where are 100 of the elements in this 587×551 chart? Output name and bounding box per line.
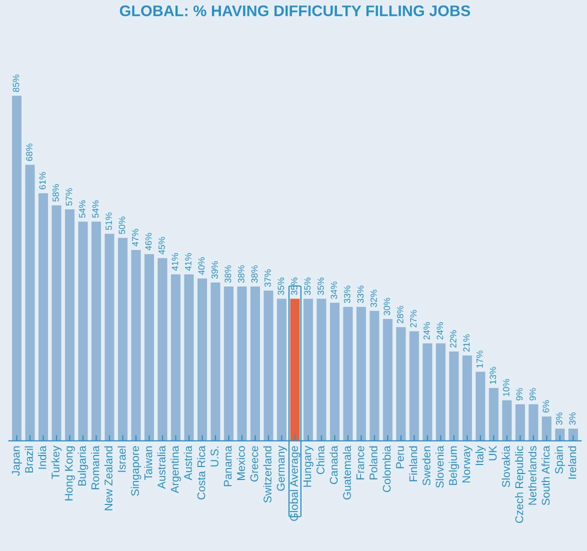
bar	[396, 327, 406, 441]
x-tick-label: Czech Republic	[515, 446, 526, 523]
data-label: 47%	[132, 228, 138, 246]
data-label: 30%	[384, 298, 390, 316]
x-tick-label: Canada	[330, 446, 338, 484]
bar	[237, 286, 247, 441]
data-label: 61%	[39, 172, 46, 190]
data-label: 51%	[106, 212, 112, 230]
data-label: 24%	[436, 322, 444, 340]
x-tick-label: Mexico	[236, 446, 245, 480]
bar	[52, 205, 62, 441]
x-tick-label: Brazil	[24, 446, 33, 473]
data-label: 40%	[198, 257, 205, 275]
bar	[104, 234, 114, 441]
bar	[12, 96, 22, 441]
x-tick-label: New Zealand	[104, 446, 112, 510]
bar	[25, 164, 35, 441]
x-tick-label: Hong Kong	[64, 446, 75, 500]
x-tick-label: Italy	[475, 446, 486, 466]
x-tick-label: France	[356, 446, 364, 480]
x-tick-label: Argentina	[170, 446, 181, 494]
data-label: 24%	[423, 322, 430, 340]
data-label: 9%	[516, 388, 523, 400]
bar	[449, 352, 459, 441]
bar	[409, 331, 419, 441]
x-tick-label: South Africa	[542, 446, 550, 506]
data-label: 45%	[158, 236, 165, 254]
data-label: 9%	[529, 388, 536, 400]
bar	[276, 298, 286, 441]
bar	[210, 282, 220, 441]
chart-title: GLOBAL: % HAVING DIFFICULTY FILLING JOBS	[120, 5, 470, 16]
bar	[528, 404, 538, 441]
data-label: 6%	[542, 400, 550, 413]
data-label: 38%	[251, 265, 258, 283]
data-label: 27%	[410, 310, 417, 328]
bar	[476, 372, 486, 441]
bar	[131, 250, 141, 441]
x-tick-label: Colombia	[382, 446, 391, 492]
x-tick-label: India	[38, 446, 46, 469]
x-tick-label: Switzerland	[263, 446, 272, 503]
data-label: 38%	[238, 265, 244, 283]
x-tick-label: Germany	[276, 446, 287, 491]
data-label: 21%	[463, 334, 470, 352]
bar	[144, 254, 154, 441]
x-tick-label: Hungary	[303, 446, 314, 487]
bar	[422, 343, 432, 441]
data-label: 54%	[92, 200, 99, 218]
data-label: 50%	[118, 216, 126, 234]
bar	[502, 400, 512, 441]
data-label: 41%	[185, 253, 192, 271]
x-tick-label: Panama	[224, 446, 232, 486]
bar	[382, 319, 392, 441]
bar	[64, 209, 75, 441]
x-tick-label: Finland	[409, 446, 418, 482]
data-label: 17%	[476, 350, 483, 368]
x-tick-label: Romania	[91, 446, 100, 490]
data-label: 32%	[370, 290, 377, 308]
bar	[303, 298, 313, 441]
data-label: 68%	[26, 144, 32, 161]
data-label: 28%	[396, 306, 404, 324]
data-label: 58%	[52, 184, 59, 202]
data-label: 41%	[172, 253, 178, 271]
bar	[568, 428, 578, 441]
data-label: 34%	[330, 282, 338, 299]
x-tick-label: Australia	[157, 446, 166, 489]
data-label: 33%	[357, 286, 364, 304]
data-label: 57%	[66, 188, 72, 206]
data-label: 35%	[304, 278, 311, 295]
data-label: 3%	[569, 412, 576, 425]
data-label: 33%	[344, 286, 350, 304]
bar	[184, 274, 194, 441]
bar	[170, 274, 180, 441]
data-label: 10%	[502, 379, 510, 396]
x-tick-label: Global Average	[290, 446, 300, 521]
x-tick-label: Slovakia	[502, 446, 510, 488]
bar	[370, 310, 380, 441]
bar	[555, 428, 565, 441]
x-tick-label: Austria	[184, 446, 192, 480]
x-tick-label: Spain	[554, 446, 566, 474]
bar	[542, 416, 552, 441]
bar	[488, 388, 498, 441]
x-tick-label: Singapore	[130, 446, 142, 496]
bar	[515, 404, 525, 441]
x-tick-label: Poland	[369, 446, 378, 480]
bar	[224, 286, 234, 441]
bar	[290, 298, 300, 441]
x-tick-label: Guatemala	[342, 446, 351, 500]
x-tick-label: Turkey	[51, 446, 62, 479]
x-tick-label: Japan	[12, 446, 22, 476]
x-tick-label: Slovenia	[436, 446, 444, 488]
bar	[264, 290, 274, 441]
x-tick-label: Norway	[462, 446, 472, 482]
bar	[343, 306, 353, 441]
x-tick-label: Peru	[396, 446, 404, 468]
x-tick-label: UK	[488, 446, 497, 460]
data-label: 37%	[264, 269, 271, 287]
bar	[38, 193, 48, 441]
data-label: 3%	[556, 412, 562, 425]
data-label: 46%	[145, 232, 152, 250]
x-tick-label: Israel	[118, 446, 126, 472]
